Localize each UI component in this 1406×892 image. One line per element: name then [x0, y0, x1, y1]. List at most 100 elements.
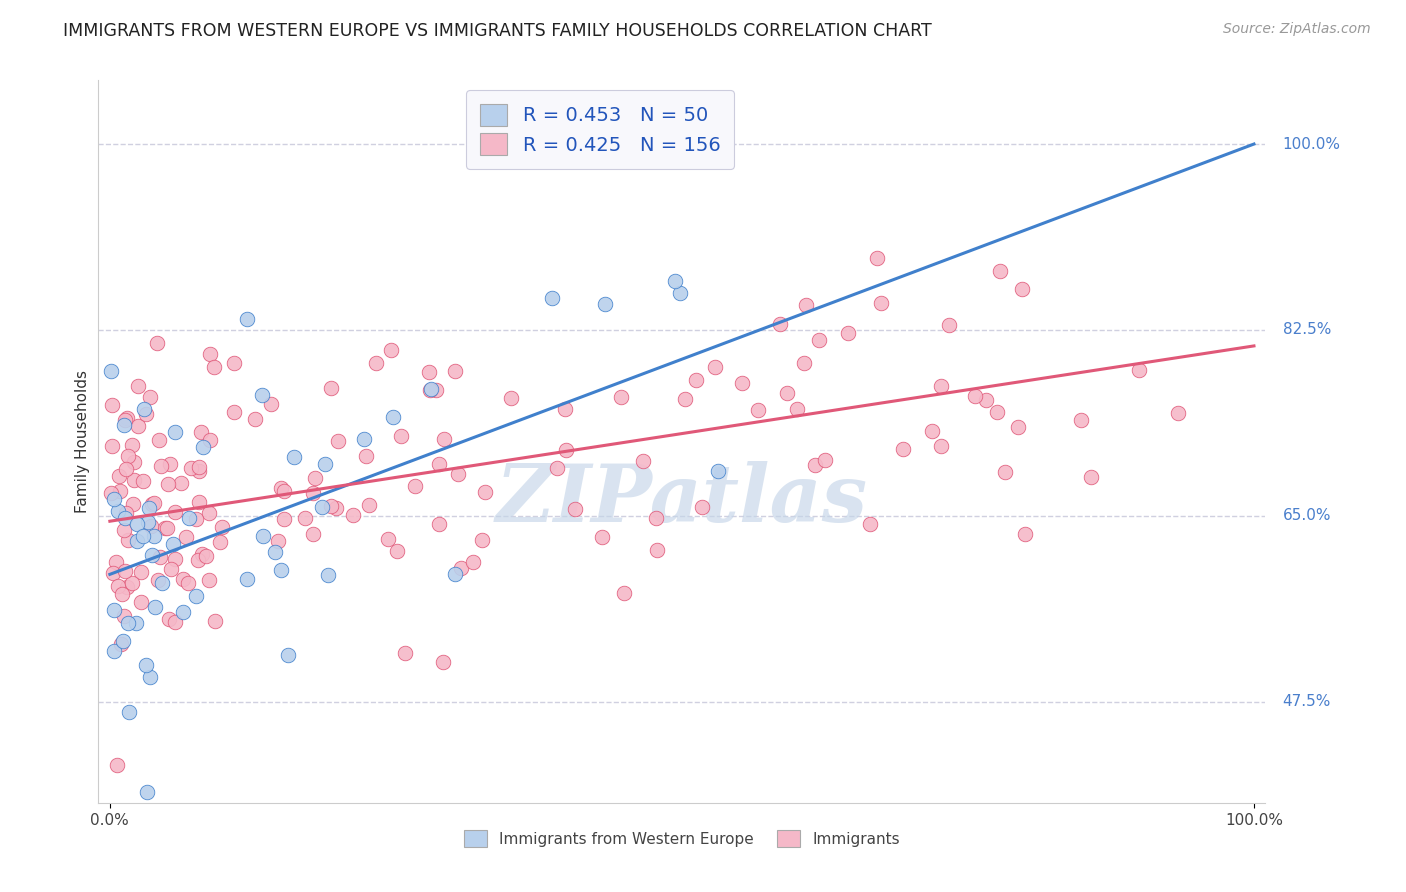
Point — [301, 485, 323, 500]
Point — [191, 547, 214, 561]
Point — [159, 457, 181, 471]
Point — [593, 296, 616, 310]
Point — [191, 441, 214, 455]
Point — [132, 529, 155, 543]
Point — [938, 318, 960, 333]
Point — [101, 566, 124, 581]
Point — [132, 474, 155, 488]
Point — [112, 417, 135, 432]
Point — [188, 464, 211, 478]
Point — [122, 497, 145, 511]
Point — [204, 359, 226, 374]
Point — [163, 552, 186, 566]
Point — [170, 476, 193, 491]
Point — [304, 471, 326, 485]
Point — [107, 579, 129, 593]
Point — [385, 544, 408, 558]
Point — [294, 510, 316, 524]
Point — [108, 469, 131, 483]
Point — [427, 458, 450, 472]
Point — [610, 390, 633, 404]
Point — [837, 326, 859, 341]
Point — [157, 612, 180, 626]
Point — [129, 594, 152, 608]
Point — [277, 648, 299, 662]
Point — [804, 458, 827, 472]
Point — [129, 565, 152, 579]
Point — [555, 442, 578, 457]
Point — [125, 615, 148, 630]
Point — [690, 500, 713, 514]
Point — [141, 497, 163, 511]
Point — [444, 364, 467, 378]
Point — [704, 359, 727, 374]
Point — [188, 495, 211, 509]
Point — [540, 291, 562, 305]
Point — [188, 459, 211, 474]
Point — [366, 356, 388, 370]
Point — [138, 500, 160, 515]
Point — [427, 517, 450, 532]
Point — [891, 442, 914, 456]
Point — [359, 498, 381, 512]
Point — [112, 523, 135, 537]
Point — [644, 511, 666, 525]
Point — [150, 575, 173, 590]
Point — [105, 555, 128, 569]
Point — [929, 439, 952, 453]
Point — [1080, 469, 1102, 483]
Point — [859, 516, 882, 531]
Point — [433, 432, 456, 446]
Point — [1070, 413, 1092, 427]
Point — [474, 485, 496, 500]
Point — [115, 506, 138, 520]
Point — [148, 433, 170, 447]
Point — [160, 562, 183, 576]
Point — [100, 485, 122, 500]
Point — [114, 413, 136, 427]
Text: 100.0%: 100.0% — [1282, 136, 1341, 152]
Point — [110, 637, 132, 651]
Point — [209, 535, 232, 549]
Point — [267, 533, 290, 548]
Point — [389, 428, 412, 442]
Point — [150, 458, 173, 473]
Point — [101, 439, 124, 453]
Text: IMMIGRANTS FROM WESTERN EUROPE VS IMMIGRANTS FAMILY HOUSEHOLDS CORRELATION CHART: IMMIGRANTS FROM WESTERN EUROPE VS IMMIGR… — [63, 22, 932, 40]
Point — [190, 425, 212, 439]
Point — [236, 572, 259, 586]
Point — [162, 537, 184, 551]
Point — [988, 264, 1011, 278]
Point — [419, 383, 441, 397]
Point — [404, 479, 426, 493]
Text: 82.5%: 82.5% — [1282, 323, 1331, 337]
Point — [198, 506, 221, 520]
Point — [354, 449, 377, 463]
Point — [377, 533, 399, 547]
Point — [283, 450, 305, 464]
Point — [471, 533, 494, 548]
Point — [110, 483, 132, 498]
Point — [186, 511, 208, 525]
Point — [921, 424, 943, 438]
Point — [112, 608, 135, 623]
Point — [163, 425, 186, 439]
Point — [554, 402, 576, 417]
Point — [418, 365, 440, 379]
Text: Source: ZipAtlas.com: Source: ZipAtlas.com — [1223, 22, 1371, 37]
Point — [127, 419, 149, 434]
Point — [179, 510, 201, 524]
Point — [994, 465, 1017, 479]
Point — [135, 408, 157, 422]
Point — [808, 334, 831, 348]
Point — [747, 402, 769, 417]
Point — [432, 655, 454, 669]
Point — [122, 455, 145, 469]
Point — [260, 396, 283, 410]
Point — [156, 521, 179, 535]
Point — [143, 529, 166, 543]
Point — [252, 529, 274, 543]
Point — [613, 585, 636, 599]
Point — [321, 499, 343, 513]
Point — [101, 398, 124, 412]
